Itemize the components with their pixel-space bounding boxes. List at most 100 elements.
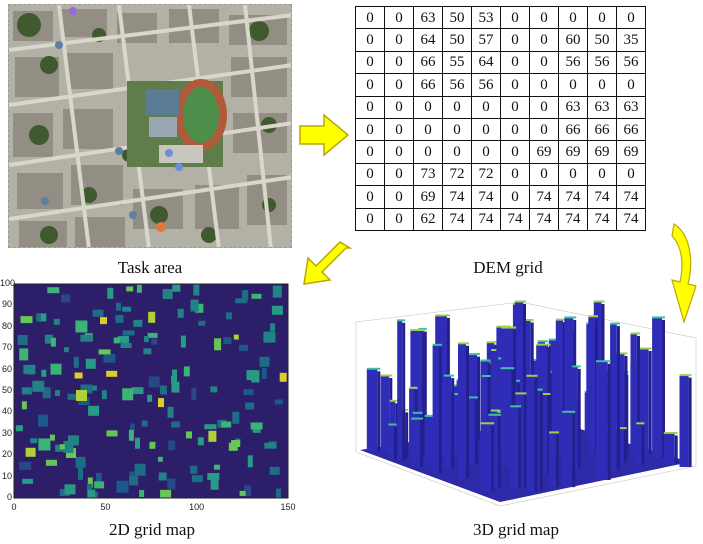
building-cell — [122, 330, 135, 336]
building-bar-top — [491, 349, 501, 351]
dem-cell: 0 — [384, 207, 414, 231]
building-cell — [232, 411, 240, 424]
task-area-image — [8, 4, 292, 248]
building-bar-top — [540, 393, 551, 395]
dem-cell: 0 — [587, 73, 617, 97]
dem-cell: 0 — [355, 207, 385, 231]
building-bar-top — [564, 316, 577, 319]
dem-cell: 0 — [355, 5, 385, 30]
building-cell — [148, 376, 160, 388]
building-cell — [63, 347, 69, 353]
building-bar-top — [466, 353, 480, 356]
building-bar-3d — [500, 368, 512, 466]
dem-cell: 56 — [587, 50, 617, 75]
building-cell — [233, 334, 239, 340]
building-cell — [243, 389, 254, 396]
building-bar-side — [491, 425, 495, 491]
building-cell — [59, 444, 65, 450]
building-cell — [159, 385, 167, 395]
building-bar-top — [500, 367, 515, 370]
building-cell — [210, 386, 218, 393]
dem-cell: 0 — [384, 95, 414, 119]
dem-cell: 0 — [529, 117, 559, 142]
task-area-caption: Task area — [117, 258, 183, 277]
building-bar-top — [481, 375, 491, 377]
curved-down-arrow-icon — [671, 223, 697, 325]
building-cell — [74, 372, 83, 379]
building-bar-3d — [424, 416, 435, 465]
building-bar-side — [648, 351, 652, 453]
building-bar-3d — [652, 317, 662, 458]
building-cell — [134, 463, 146, 476]
building-bar-side — [377, 371, 381, 451]
building-bar-side — [539, 392, 543, 491]
building-cell — [115, 302, 121, 311]
building-cell — [191, 475, 203, 483]
building-bar-3d — [562, 412, 573, 488]
dem-cell: 69 — [587, 140, 617, 164]
building-cell — [49, 434, 55, 441]
dem-cell: 0 — [529, 95, 559, 119]
down-left-arrow-icon — [303, 241, 353, 285]
dem-cell: 0 — [500, 95, 530, 119]
dem-cell: 0 — [413, 140, 443, 164]
building-bar-3d — [540, 394, 548, 474]
right-arrow-icon — [299, 113, 350, 157]
building-cell — [244, 485, 251, 497]
building-cell — [25, 447, 36, 457]
dem-cell: 0 — [500, 28, 530, 52]
building-bar-top — [366, 367, 381, 370]
dem-cell: 0 — [384, 28, 414, 52]
building-bar-3d — [510, 406, 518, 489]
building-bar-3d — [514, 302, 524, 442]
building-cell — [75, 320, 88, 333]
grid-map-2d-axes — [13, 283, 289, 499]
building-cell — [103, 353, 116, 363]
dem-cell: 0 — [500, 185, 530, 209]
building-cell — [167, 406, 174, 418]
building-bar-top — [636, 422, 645, 425]
dem-cell: 63 — [616, 95, 646, 119]
dem-cell: 0 — [500, 5, 530, 30]
building-cell — [158, 472, 167, 481]
x-tick-label: 150 — [280, 502, 296, 512]
dem-cell: 0 — [384, 140, 414, 164]
dem-cell: 56 — [616, 50, 646, 75]
building-cell — [272, 285, 282, 298]
building-cell — [106, 370, 118, 377]
building-bar-side — [624, 355, 628, 460]
building-bar-top — [630, 362, 644, 365]
building-cell — [160, 489, 172, 502]
dem-cell: 0 — [529, 162, 559, 187]
building-cell — [50, 363, 62, 375]
y-tick-label: 30 — [1, 427, 12, 438]
dem-cell: 60 — [558, 28, 588, 52]
dem-cell: 74 — [529, 207, 559, 231]
building-bar-top — [526, 374, 538, 377]
building-bar-side — [422, 332, 425, 456]
building-cell — [250, 422, 263, 430]
building-cell — [55, 444, 65, 452]
building-bar-top — [494, 410, 507, 413]
building-cell — [235, 298, 248, 304]
building-cell — [53, 318, 60, 325]
building-bar-side — [688, 377, 692, 467]
building-cell — [269, 466, 280, 475]
building-cell — [94, 481, 105, 489]
building-cell — [197, 437, 204, 446]
building-bar-3d — [630, 333, 637, 458]
building-bar-top — [424, 414, 438, 417]
building-bar-3d — [638, 349, 649, 453]
dem-grid-caption: DEM grid — [473, 258, 543, 277]
dem-cell: 0 — [558, 73, 588, 97]
building-cell — [50, 337, 56, 347]
building-cell — [85, 358, 96, 369]
building-bar-side — [523, 395, 527, 488]
building-bar-3d — [679, 375, 689, 467]
building-cell — [191, 387, 197, 400]
dem-cell: 0 — [442, 95, 472, 119]
building-bar-side — [616, 326, 620, 471]
building-bar-side — [572, 414, 576, 488]
building-cell — [30, 438, 38, 444]
building-cell — [42, 387, 51, 399]
